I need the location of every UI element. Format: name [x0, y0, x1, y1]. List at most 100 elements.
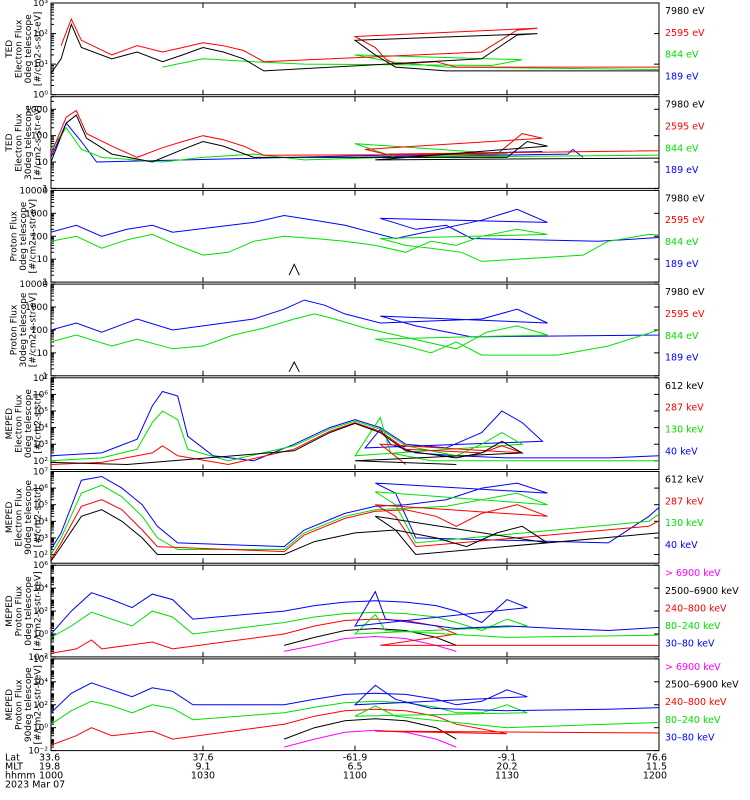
legend-entry: 2595 eV	[665, 122, 705, 133]
legend-entry: 2500–6900 keV	[665, 586, 739, 597]
panel-frame	[50, 2, 660, 96]
series-line	[51, 618, 659, 654]
footer-value: 1200	[643, 771, 667, 782]
y-tick-label: 10	[37, 255, 49, 265]
y-tick-label: 10000	[19, 186, 48, 196]
legend-entry: > 6900 keV	[665, 662, 721, 673]
y-tick-label: 10²	[33, 30, 48, 40]
y-tick-label: 10⁻²	[28, 747, 48, 757]
footer-value: 1100	[343, 771, 367, 782]
y-tick-label: 1000	[25, 105, 48, 115]
y-axis-label-line: [#/cm2-s-str-keV]	[34, 665, 44, 744]
y-tick-label: 10¹	[33, 60, 48, 70]
footer-value: 9.1	[195, 762, 210, 773]
legend-entry: 80–240 keV	[665, 621, 721, 632]
y-tick-label: 1000	[25, 303, 48, 313]
panel-frame	[50, 471, 660, 564]
legend-entry: 844 eV	[665, 331, 699, 342]
footer-date: 2023 Mar 07	[5, 780, 65, 791]
footer-value: 19.8	[39, 762, 60, 773]
series-line	[283, 718, 457, 740]
footer-row-label: MLT	[5, 762, 23, 773]
y-axis-label-line: TED	[5, 40, 15, 59]
series-line	[51, 109, 659, 158]
series-line	[51, 228, 659, 262]
legend-entry: 7980 eV	[665, 193, 705, 204]
y-axis-label-line: 0deg telescope	[19, 201, 29, 271]
y-axis-label-line: 30deg telescope	[19, 292, 29, 367]
footer-value: 11.5	[646, 762, 667, 773]
y-tick-label: 10⁷	[33, 468, 48, 478]
series-line	[288, 263, 300, 276]
panel-frame	[50, 96, 660, 189]
series-line	[51, 422, 524, 466]
y-tick-label: 10⁴	[33, 584, 48, 594]
y-tick-label: 10³	[33, 440, 48, 450]
legend-entry: 189 eV	[665, 259, 699, 270]
y-tick-label: 10⁵	[33, 407, 48, 417]
footer-value: 37.6	[192, 753, 213, 764]
y-tick-label: 10⁶	[33, 561, 48, 571]
y-axis-label-line: Electron Flux	[15, 113, 25, 172]
y-tick-label: 1	[42, 278, 48, 288]
y-tick-label: 10⁴	[33, 678, 48, 688]
y-axis-label-line: [#/cm2-s-str-eV]	[29, 293, 39, 368]
legend-entry: 2595 eV	[665, 28, 705, 39]
y-tick-label: 10²	[33, 701, 48, 711]
y-tick-label: 10⁶	[33, 390, 48, 400]
y-axis-label-line: Electron Flux	[15, 19, 25, 78]
legend-entry: 287 keV	[665, 496, 704, 507]
panel-5: 10² 10³ 10⁴ 10⁵ 10⁶ 10⁷ MEPED Electron Flux 0deg…	[5, 374, 704, 470]
legend-entry: 287 keV	[665, 403, 704, 414]
footer-value: 1000	[39, 771, 63, 782]
series-line	[51, 610, 659, 638]
y-tick-label: 10⁶	[33, 655, 48, 665]
legend-entry: 240–800 keV	[665, 603, 727, 614]
legend-entry: 130 keV	[665, 518, 704, 529]
panel-1: 10⁰ 10¹ 10² 10³ TED Electron Flux 0deg telesco…	[5, 0, 705, 101]
series-line	[51, 700, 659, 729]
series-line	[51, 484, 659, 555]
y-tick-label: 10²	[33, 457, 48, 467]
y-tick-label: 10²	[33, 607, 48, 617]
footer-row-label: Lat	[5, 753, 20, 764]
y-axis-label-line: [#/cm2-s-str-eV]	[34, 105, 44, 180]
footer-value: 76.6	[646, 753, 667, 764]
panel-8: 10⁻² 10⁰ 10² 10⁴ 10⁶ MEPED Proton Flux 90deg te…	[5, 655, 739, 757]
legend-entry: 612 keV	[665, 381, 704, 392]
series-line	[288, 360, 300, 373]
y-tick-label: 10³	[33, 0, 48, 9]
x-axis-footer: Lat 33.6 37.6 -61.9 -9.1 76.6 MLT 19.8 9.1 6.5 20.…	[5, 753, 667, 791]
y-axis-label-line: Electron Flux	[15, 487, 25, 546]
y-axis-label-line: [#/cm2-s-str]	[34, 487, 44, 547]
footer-value: -61.9	[343, 753, 368, 764]
panel-7: 10⁻² 10⁰ 10² 10⁴ 10⁶ MEPED Proton Flux 0deg tel…	[5, 561, 739, 663]
y-axis-label-line: 0deg telescope	[24, 576, 34, 646]
footer-value: 1030	[191, 771, 215, 782]
y-axis-label-line: MEPED	[5, 595, 15, 627]
y-tick-label: 10³	[33, 534, 48, 544]
y-tick-label: 10⁶	[33, 484, 48, 494]
panel-2: 1 10 100 1000 TED Electron Flux 30deg telescop…	[5, 96, 705, 194]
series-line	[51, 509, 659, 562]
series-line	[51, 299, 659, 338]
series-line	[51, 126, 659, 163]
series-line	[51, 208, 659, 242]
legend-entry: 612 keV	[665, 475, 704, 486]
legend-entry: 80–240 keV	[665, 715, 721, 726]
y-axis-label-line: MEPED	[5, 689, 15, 721]
y-tick-label: 10	[37, 349, 49, 359]
footer-value: -9.1	[498, 753, 517, 764]
y-axis-label-line: 90deg telescope	[24, 667, 34, 742]
legend-entry: > 6900 keV	[665, 568, 721, 579]
y-tick-label: 10000	[19, 280, 48, 290]
legend-entry: 844 eV	[665, 237, 699, 248]
y-tick-label: 10⁴	[33, 517, 48, 527]
y-tick-label: 10⁰	[33, 724, 48, 734]
footer-value: 6.5	[347, 762, 362, 773]
series-line	[60, 17, 659, 68]
y-axis-label-line: [#/cm2-s-str-eV]	[34, 12, 44, 87]
y-axis-label-line: 0deg telescope	[24, 14, 34, 84]
y-axis-label-line: Electron Flux	[15, 394, 25, 453]
